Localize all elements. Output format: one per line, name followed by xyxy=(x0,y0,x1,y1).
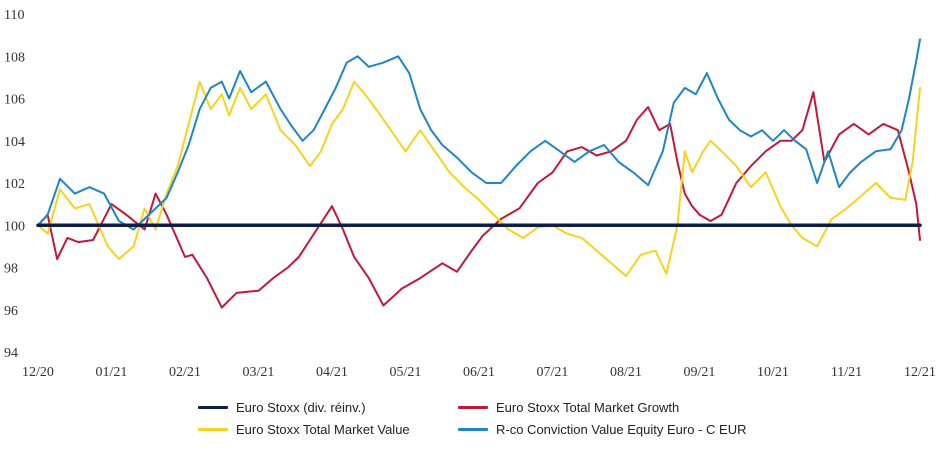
y-tick-label: 102 xyxy=(4,177,25,192)
y-tick-label: 96 xyxy=(4,304,18,319)
x-tick-label: 06/21 xyxy=(463,365,495,380)
x-tick-label: 03/21 xyxy=(243,365,275,380)
legend-label-total-market-value: Euro Stoxx Total Market Value xyxy=(236,422,410,437)
x-tick-label: 02/21 xyxy=(169,365,201,380)
legend-label-total-market-growth: Euro Stoxx Total Market Growth xyxy=(496,400,680,415)
y-axis: 94 96 98 100 102 104 106 108 110 xyxy=(4,8,25,361)
series-line-1 xyxy=(37,91,921,309)
legend-label-euro-stoxx: Euro Stoxx (div. réinv.) xyxy=(236,400,366,415)
x-tick-label: 12/21 xyxy=(904,365,936,380)
y-tick-label: 94 xyxy=(4,346,18,361)
legend-item-euro-stoxx: Euro Stoxx (div. réinv.) xyxy=(198,400,366,415)
x-tick-label: 01/21 xyxy=(96,365,128,380)
x-tick-label: 09/21 xyxy=(684,365,716,380)
x-axis: 12/20 01/21 02/21 03/21 04/21 05/21 06/21 07/21… xyxy=(22,365,936,380)
series-line-3 xyxy=(37,38,921,231)
y-tick-label: 108 xyxy=(4,50,25,65)
x-tick-label: 11/21 xyxy=(831,365,862,380)
y-tick-label: 100 xyxy=(4,219,25,234)
x-tick-label: 04/21 xyxy=(316,365,348,380)
y-tick-label: 98 xyxy=(4,262,18,277)
legend-item-total-market-value: Euro Stoxx Total Market Value xyxy=(198,422,410,437)
series-line-2 xyxy=(37,80,921,277)
x-tick-label: 10/21 xyxy=(757,365,789,380)
x-tick-label: 12/20 xyxy=(22,365,54,380)
series-group xyxy=(36,38,922,309)
legend-item-total-market-growth: Euro Stoxx Total Market Growth xyxy=(458,400,679,415)
legend-label-rco-conviction: R-co Conviction Value Equity Euro - C EU… xyxy=(496,422,747,437)
legend-swatch-rco-conviction xyxy=(458,428,488,431)
y-tick-label: 110 xyxy=(4,8,24,23)
legend: Euro Stoxx (div. réinv.) Euro Stoxx Tota… xyxy=(0,398,943,454)
x-tick-label: 08/21 xyxy=(610,365,642,380)
legend-swatch-total-market-growth xyxy=(458,406,488,409)
y-tick-label: 106 xyxy=(4,93,25,108)
x-tick-label: 07/21 xyxy=(537,365,569,380)
legend-swatch-total-market-value xyxy=(198,428,228,431)
y-tick-label: 104 xyxy=(4,135,25,150)
legend-item-rco-conviction: R-co Conviction Value Equity Euro - C EU… xyxy=(458,422,746,437)
x-tick-label: 05/21 xyxy=(390,365,422,380)
legend-swatch-euro-stoxx xyxy=(198,406,228,409)
